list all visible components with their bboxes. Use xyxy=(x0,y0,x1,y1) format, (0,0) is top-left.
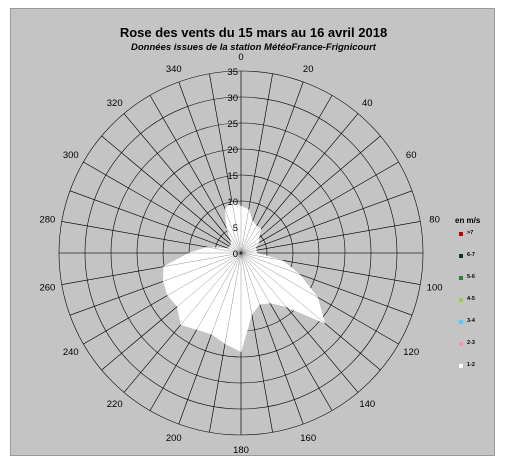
angle-tick-label: 300 xyxy=(63,150,79,161)
angle-tick-label: 220 xyxy=(107,399,123,410)
angle-tick-label: 100 xyxy=(427,283,443,294)
grid-spoke-overlay xyxy=(240,135,381,254)
grid-spoke-overlay xyxy=(178,252,242,425)
radial-tick-label: 10 xyxy=(227,197,238,208)
legend-swatch xyxy=(459,232,463,236)
radial-tick-label: 20 xyxy=(227,145,238,156)
radial-tick-label: 30 xyxy=(227,93,238,104)
grid-spoke-overlay xyxy=(101,135,242,254)
series-1-2-area xyxy=(163,201,326,353)
radial-tick-label: 5 xyxy=(233,223,238,234)
radial-tick-label: 25 xyxy=(227,119,238,130)
legend-label: 1-2 xyxy=(467,362,475,368)
legend-item: >7 xyxy=(453,229,497,251)
grid-spoke-overlay xyxy=(178,81,242,254)
grid-spoke-overlay xyxy=(240,252,333,411)
legend-title: en m/s xyxy=(455,216,481,225)
legend-label: >7 xyxy=(467,230,474,236)
chart-subtitle: Données issues de la station MétéoFrance… xyxy=(131,42,376,53)
angle-tick-label: 140 xyxy=(359,399,375,410)
grid-spoke-overlay xyxy=(61,221,242,254)
wind-rose-chart: 0510152025303502040608010012014016018020… xyxy=(39,52,443,456)
legend-swatch xyxy=(459,276,463,280)
grid-spoke-overlay xyxy=(123,252,242,393)
grid-spoke-overlay xyxy=(69,190,242,254)
grid-spoke-overlay xyxy=(209,73,242,254)
radial-tick-label: 15 xyxy=(227,171,238,182)
angle-tick-label: 280 xyxy=(39,214,55,225)
grid-spoke-overlay xyxy=(240,252,413,316)
grid-spoke-overlay xyxy=(240,252,399,345)
radial-tick-label: 0 xyxy=(233,249,238,260)
grid-spoke-overlay xyxy=(240,95,333,254)
angle-tick-label: 240 xyxy=(63,347,79,358)
legend-label: 5-6 xyxy=(467,274,475,280)
angle-tick-label: 160 xyxy=(300,433,316,444)
grid-spoke-overlay xyxy=(209,252,242,433)
legend-swatch xyxy=(459,364,463,368)
legend-label: 3-4 xyxy=(467,318,475,324)
grid-spoke-overlay xyxy=(83,161,242,254)
chart-frame: Rose des vents du 15 mars au 16 avril 20… xyxy=(10,8,495,456)
grid-spoke-overlay xyxy=(149,95,242,254)
grid-spoke-overlay xyxy=(149,252,242,411)
legend-item: 2-3 xyxy=(453,339,497,361)
grid-spoke-overlay xyxy=(240,73,273,254)
grid-spoke-overlay xyxy=(240,252,381,371)
grid-spoke-overlay xyxy=(83,252,242,345)
grid-spoke-overlay xyxy=(61,252,242,285)
angle-tick-label: 20 xyxy=(303,64,314,75)
grid-spoke-overlay xyxy=(240,81,304,254)
chart-title: Rose des vents du 15 mars au 16 avril 20… xyxy=(119,25,388,40)
angle-tick-label: 80 xyxy=(429,214,440,225)
angle-tick-label: 200 xyxy=(166,433,182,444)
angle-tick-label: 340 xyxy=(166,64,182,75)
grid-spoke-overlay xyxy=(240,252,359,393)
angle-tick-label: 180 xyxy=(233,445,249,456)
angle-tick-label: 40 xyxy=(362,98,373,109)
grid-spoke-overlay xyxy=(240,252,273,433)
grid-spoke-overlay xyxy=(240,221,421,254)
angle-tick-label: 320 xyxy=(107,98,123,109)
grid-spoke-overlay xyxy=(101,252,242,371)
angle-tick-label: 60 xyxy=(406,150,417,161)
angle-tick-label: 0 xyxy=(238,52,243,63)
legend-swatch xyxy=(459,298,463,302)
grid-spoke-overlay xyxy=(240,252,421,285)
radial-tick-label: 35 xyxy=(227,67,238,78)
legend: en m/s >7 6-7 5-6 4-5 3-4 2-3 1-2 xyxy=(453,216,497,383)
legend-swatch xyxy=(459,342,463,346)
legend-swatch xyxy=(459,254,463,258)
legend-item: 1-2 xyxy=(453,361,497,383)
grid-spoke-overlay xyxy=(240,113,359,254)
legend-label: 6-7 xyxy=(467,252,475,258)
legend-swatch xyxy=(459,320,463,324)
angle-tick-label: 260 xyxy=(39,283,55,294)
legend-label: 4-5 xyxy=(467,296,475,302)
legend-item: 6-7 xyxy=(453,251,497,273)
legend-item: 3-4 xyxy=(453,317,497,339)
grid-spoke-overlay xyxy=(69,252,242,316)
legend-label: 2-3 xyxy=(467,340,475,346)
angle-tick-label: 120 xyxy=(403,347,419,358)
grid-spoke-overlay xyxy=(240,161,399,254)
legend-item: 5-6 xyxy=(453,273,497,295)
grid-spoke-overlay xyxy=(240,252,304,425)
grid-spoke-overlay xyxy=(123,113,242,254)
legend-item: 4-5 xyxy=(453,295,497,317)
grid-spoke-overlay xyxy=(240,190,413,254)
